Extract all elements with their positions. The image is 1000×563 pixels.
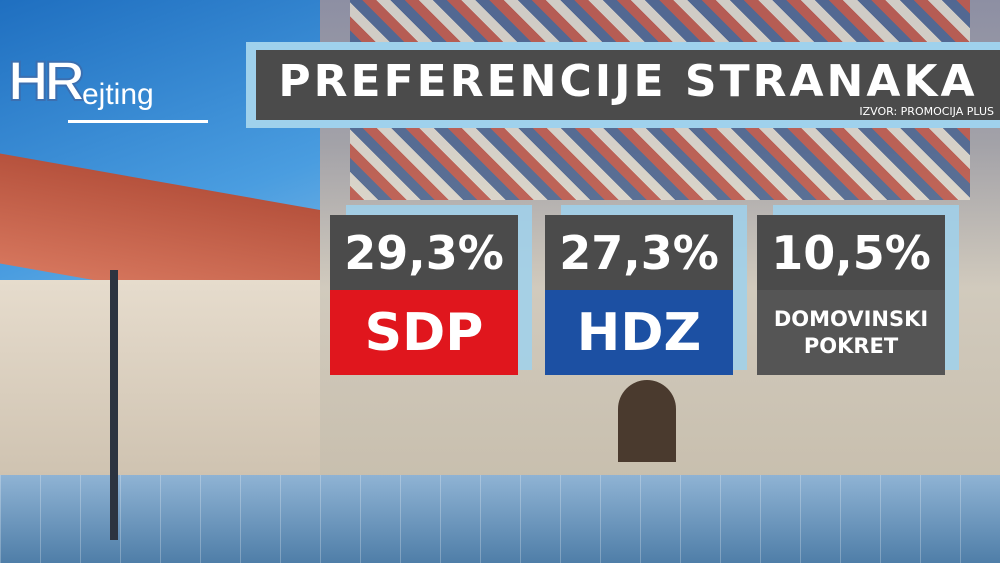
title-box: PREFERENCIJE STRANAKA IZVOR: PROMOCIJA P… [256, 50, 1000, 120]
logo: HR ejting [7, 48, 213, 128]
logo-prefix: HR [7, 48, 86, 113]
party-name: DOMOVINSKI POKRET [757, 290, 945, 375]
background-square [0, 475, 1000, 563]
source: IZVOR: PROMOCIJA PLUS [859, 105, 994, 118]
logo-underline [68, 120, 208, 123]
background-building [0, 280, 320, 475]
percentage: 29,3% [330, 215, 518, 290]
result-card: 10,5% DOMOVINSKI POKRET [757, 215, 945, 375]
logo-suffix: ejting [82, 78, 154, 111]
percentage: 27,3% [545, 215, 733, 290]
party-name: SDP [330, 290, 518, 375]
result-card: 29,3% SDP [330, 215, 518, 375]
party-name: HDZ [545, 290, 733, 375]
title: PREFERENCIJE STRANAKA [278, 56, 978, 107]
percentage: 10,5% [757, 215, 945, 290]
result-card: 27,3% HDZ [545, 215, 733, 375]
background-lamp [110, 270, 118, 540]
background-door [618, 380, 676, 462]
